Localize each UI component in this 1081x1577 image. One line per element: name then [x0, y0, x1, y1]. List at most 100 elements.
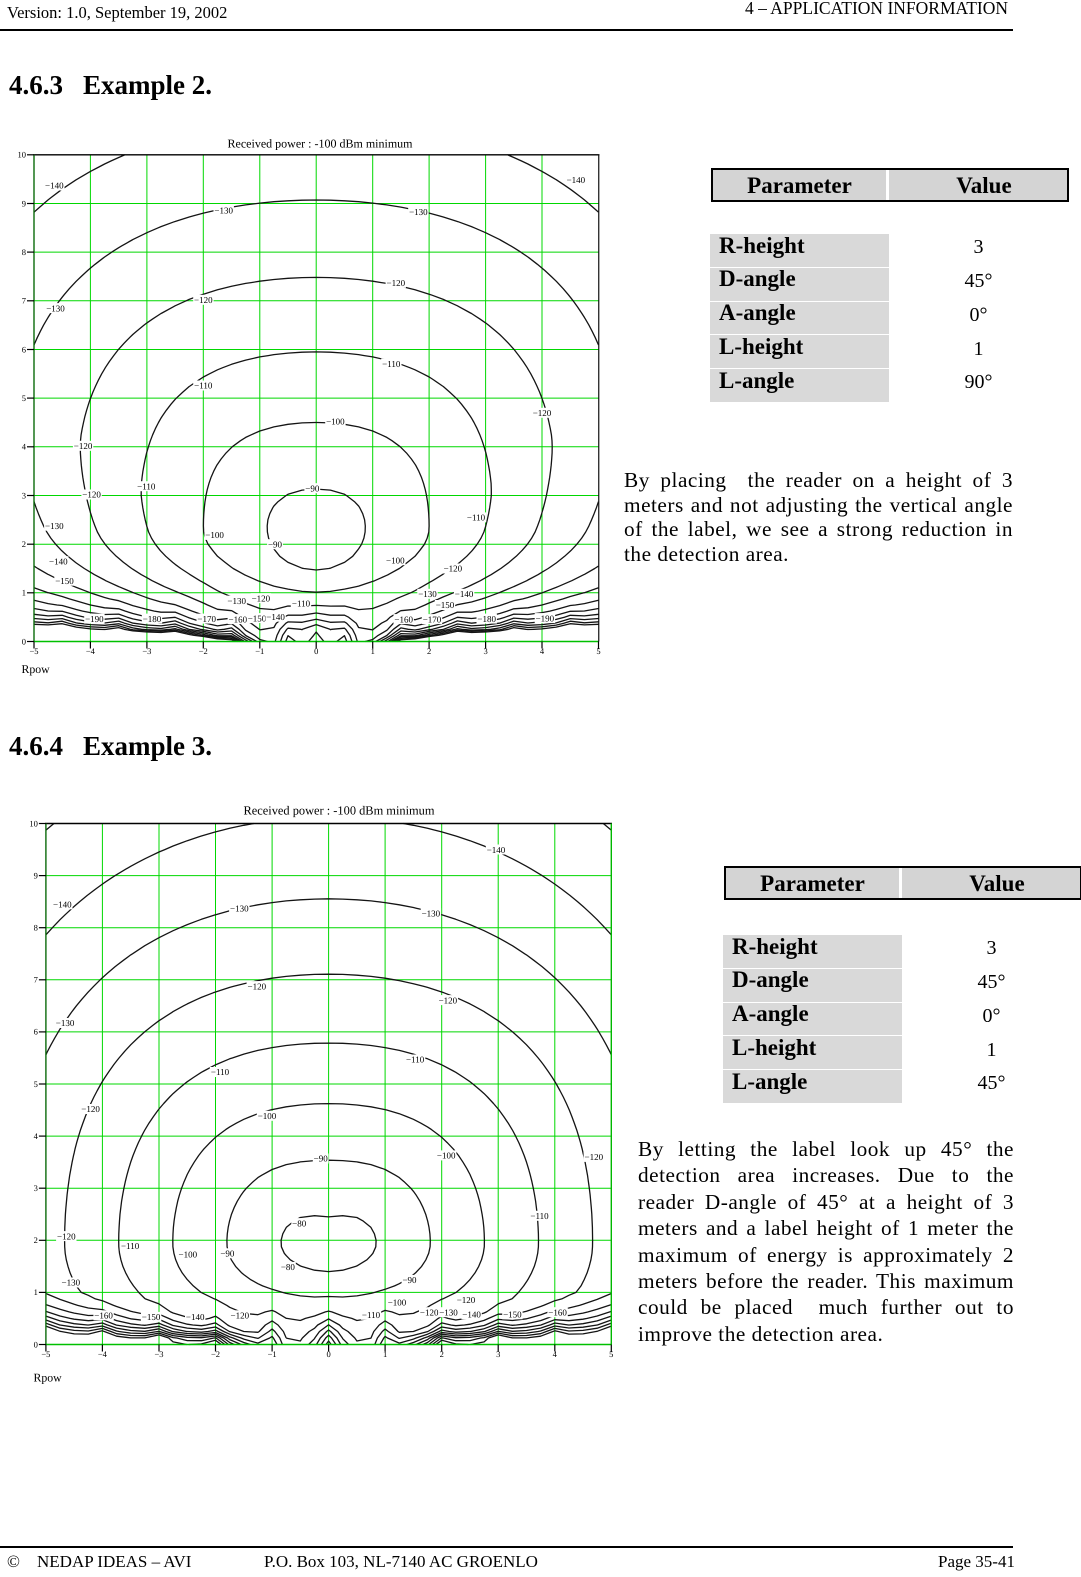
svg-text:−4: −4	[98, 1349, 108, 1359]
svg-text:−160: −160	[229, 614, 248, 624]
svg-text:−120: −120	[248, 981, 267, 991]
svg-text:−110: −110	[137, 481, 156, 491]
svg-text:−160: −160	[548, 1307, 567, 1317]
svg-text:5: 5	[596, 646, 600, 656]
svg-text:−130: −130	[409, 207, 428, 217]
svg-text:−150: −150	[503, 1310, 522, 1320]
svg-text:Received power : -100 dBm mini: Received power : -100 dBm minimum	[228, 136, 414, 150]
svg-text:0: 0	[326, 1349, 330, 1359]
svg-text:2: 2	[22, 539, 26, 549]
svg-text:−120: −120	[387, 278, 406, 288]
svg-text:−140: −140	[567, 175, 586, 185]
svg-text:3: 3	[496, 1349, 500, 1359]
svg-text:−90: −90	[402, 1275, 417, 1285]
svg-text:5: 5	[22, 393, 26, 403]
svg-text:1: 1	[34, 1287, 38, 1297]
svg-text:−90: −90	[305, 483, 320, 493]
svg-text:−100: −100	[258, 1111, 277, 1121]
svg-text:−2: −2	[199, 646, 208, 656]
svg-text:10: 10	[29, 818, 38, 828]
svg-text:−90: −90	[268, 539, 283, 549]
svg-text:−160: −160	[94, 1311, 113, 1321]
svg-text:−4: −4	[86, 646, 96, 656]
svg-text:Rpow: Rpow	[34, 1370, 63, 1384]
svg-text:−130: −130	[418, 589, 437, 599]
svg-text:−130: −130	[214, 206, 233, 216]
svg-text:−2: −2	[211, 1349, 220, 1359]
svg-text:−100: −100	[386, 555, 405, 565]
svg-text:−140: −140	[49, 556, 68, 566]
svg-text:−100: −100	[437, 1151, 456, 1161]
svg-text:Received power : -100 dBm mini: Received power : -100 dBm minimum	[244, 803, 435, 817]
svg-text:−120: −120	[231, 1311, 250, 1321]
svg-text:−110: −110	[292, 599, 311, 609]
svg-text:0: 0	[34, 1339, 38, 1349]
svg-text:−140: −140	[186, 1312, 205, 1322]
svg-text:−120: −120	[439, 995, 458, 1005]
svg-text:−120: −120	[457, 1295, 476, 1305]
svg-text:−80: −80	[281, 1262, 296, 1272]
svg-text:5: 5	[609, 1349, 613, 1359]
svg-text:−150: −150	[55, 576, 74, 586]
svg-text:−150: −150	[248, 613, 267, 623]
svg-text:−180: −180	[477, 614, 496, 624]
svg-text:2: 2	[440, 1349, 444, 1359]
svg-text:6: 6	[34, 1027, 38, 1037]
svg-text:−100: −100	[326, 417, 345, 427]
svg-text:−190: −190	[85, 614, 104, 624]
svg-text:−110: −110	[467, 513, 486, 523]
svg-text:−160: −160	[394, 614, 413, 624]
svg-text:−150: −150	[142, 1312, 161, 1322]
svg-text:−90: −90	[220, 1249, 235, 1259]
svg-text:−140: −140	[266, 612, 285, 622]
svg-text:−120: −120	[252, 593, 271, 603]
svg-text:7: 7	[34, 975, 38, 985]
svg-text:−100: −100	[179, 1250, 198, 1260]
svg-text:−130: −130	[230, 904, 249, 914]
svg-text:−150: −150	[436, 600, 455, 610]
svg-text:−120: −120	[533, 408, 552, 418]
svg-text:−130: −130	[227, 596, 246, 606]
svg-text:−190: −190	[536, 613, 555, 623]
svg-text:9: 9	[34, 870, 38, 880]
svg-text:−110: −110	[406, 1055, 425, 1065]
svg-text:9: 9	[22, 198, 26, 208]
svg-text:−120: −120	[194, 295, 213, 305]
svg-text:4: 4	[34, 1131, 39, 1141]
svg-text:−110: −110	[194, 381, 213, 391]
svg-text:−140: −140	[45, 181, 64, 191]
svg-text:−1: −1	[255, 646, 264, 656]
svg-text:−110: −110	[530, 1211, 549, 1221]
svg-text:−120: −120	[585, 1152, 604, 1162]
svg-text:−140: −140	[455, 589, 474, 599]
svg-text:−3: −3	[142, 646, 151, 656]
svg-text:−120: −120	[81, 1104, 100, 1114]
svg-text:−5: −5	[29, 646, 38, 656]
svg-text:−90: −90	[314, 1154, 329, 1164]
svg-text:0: 0	[314, 646, 318, 656]
svg-text:4: 4	[22, 442, 27, 452]
svg-text:−5: −5	[41, 1349, 50, 1359]
svg-text:5: 5	[34, 1079, 38, 1089]
svg-text:−110: −110	[362, 1310, 381, 1320]
svg-text:−120: −120	[57, 1231, 76, 1241]
svg-text:−170: −170	[423, 614, 442, 624]
svg-text:0: 0	[22, 636, 26, 646]
svg-text:1: 1	[383, 1349, 387, 1359]
svg-text:2: 2	[427, 646, 431, 656]
svg-text:1: 1	[371, 646, 375, 656]
svg-text:4: 4	[553, 1349, 558, 1359]
svg-text:4: 4	[540, 646, 545, 656]
svg-text:8: 8	[22, 247, 26, 257]
svg-text:−120: −120	[420, 1307, 439, 1317]
svg-text:−110: −110	[211, 1067, 230, 1077]
svg-text:−120: −120	[74, 441, 93, 451]
svg-text:1: 1	[22, 588, 26, 598]
svg-text:−180: −180	[143, 614, 162, 624]
svg-text:Rpow: Rpow	[22, 662, 51, 676]
svg-text:−110: −110	[382, 359, 401, 369]
svg-text:−170: −170	[197, 614, 216, 624]
svg-text:3: 3	[483, 646, 487, 656]
svg-text:−110: −110	[121, 1241, 140, 1251]
svg-text:3: 3	[22, 490, 26, 500]
